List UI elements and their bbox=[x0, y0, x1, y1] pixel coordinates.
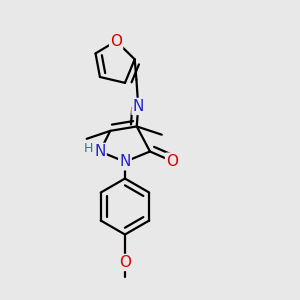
Text: N: N bbox=[94, 144, 106, 159]
Text: N: N bbox=[119, 154, 131, 169]
Text: O: O bbox=[110, 34, 122, 49]
Text: O: O bbox=[166, 154, 178, 169]
Text: H: H bbox=[83, 142, 93, 155]
Text: N: N bbox=[133, 99, 144, 114]
Text: O: O bbox=[119, 255, 131, 270]
